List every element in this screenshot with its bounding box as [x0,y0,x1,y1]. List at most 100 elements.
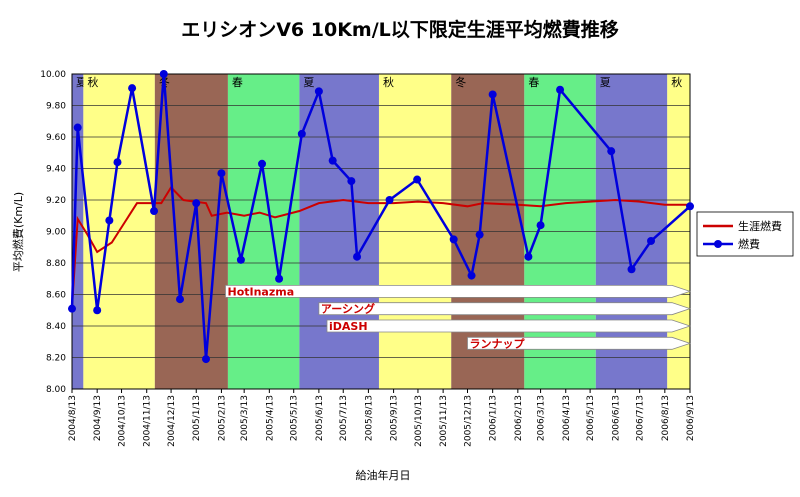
annotation-arrow [318,302,692,316]
x-tick-label: 2006/5/13 [586,395,596,441]
data-point [159,70,168,78]
y-axis-label: 平均燃費(Km/L) [11,192,25,272]
data-point [385,196,394,204]
x-tick-label: 2005/12/13 [463,395,473,447]
gridlines [71,73,691,390]
x-tick-label: 2005/7/13 [339,395,349,441]
legend-marker [714,240,722,248]
season-label: 冬 [455,75,466,89]
data-point [73,123,82,132]
x-tick-label: 2005/10/13 [414,395,424,447]
x-tick-label: 2006/7/13 [636,395,646,441]
data-point [328,156,337,165]
x-axis-label: 給油年月日 [356,468,411,482]
y-tick-label: 9.00 [46,228,66,238]
y-tick-label: 9.80 [46,102,66,112]
data-point [128,84,137,93]
data-point [275,274,284,283]
data-point [150,207,159,216]
x-tick-label: 2006/1/13 [489,395,499,441]
data-point [449,235,458,244]
x-tick-label: 2005/2/13 [217,395,227,441]
data-point [647,236,656,245]
data-point [105,216,114,225]
data-point [488,90,497,99]
season-label: 秋 [87,75,98,89]
x-tick-label: 2005/3/13 [240,395,250,441]
x-tick-label: 2005/9/13 [390,395,400,441]
season-label: 夏 [76,76,87,89]
annotation-arrows: HotInazma アーシング iDASH ランナップ [225,284,692,350]
chart-title: エリシオンV6 10Km/L以下限定生涯平均燃費推移 [181,18,619,41]
x-tick-label: 2006/3/13 [537,395,547,441]
x-tick-label: 2006/6/13 [611,395,621,441]
data-point [627,265,636,274]
x-tick-label: 2006/2/13 [514,395,524,441]
x-tick-label: 2004/12/13 [167,395,177,447]
data-point [353,252,362,261]
data-point [297,129,306,138]
y-tick-label: 8.20 [46,354,66,364]
y-tick-label: 8.40 [46,322,66,332]
data-point [93,306,102,315]
data-point [536,221,545,230]
season-label: 秋 [671,75,682,89]
data-point [686,202,694,211]
data-point [347,177,356,186]
season-label: 春 [528,76,539,89]
annotation-label: ランナップ [469,336,525,350]
series-line-1 [71,185,690,308]
data-point [524,252,533,261]
x-tick-label: 2004/11/13 [143,395,153,447]
data-point [113,158,122,167]
x-tick-label: 2006/9/13 [686,395,696,441]
legend-label: 生涯燃費 [738,219,782,233]
legend-box [696,211,794,257]
x-tick-label: 2004/8/13 [68,395,78,441]
y-tick-label: 8.80 [46,259,66,269]
season-label: 夏 [303,76,314,89]
y-tick-label: 8.60 [46,291,66,301]
x-tick-label: 2005/8/13 [364,395,374,441]
x-axis: 2004/8/13 2004/9/13 2004/10/13 2004/11/13 20… [68,389,696,447]
season-label: 秋 [383,75,394,89]
y-tick-label: 8.00 [46,385,66,395]
data-point [217,169,226,178]
y-tick-label: 9.40 [46,165,66,175]
data-point [413,175,422,184]
data-point [201,355,210,364]
series-group [68,70,694,364]
season-label: 春 [232,76,243,89]
data-point [176,295,185,304]
season-label: 夏 [600,76,611,89]
data-point [68,304,76,313]
annotation-label: iDASH [329,320,368,333]
annotation-label: HotInazma [227,285,294,298]
x-tick-label: 2005/11/13 [439,395,449,447]
y-tick-label: 10.00 [40,70,66,80]
x-tick-label: 2006/4/13 [562,395,572,441]
annotation-label: アーシング [321,302,375,316]
legend-label: 燃費 [738,237,760,251]
y-tick-label: 9.60 [46,133,66,143]
data-point [314,87,323,96]
x-tick-label: 2004/9/13 [93,395,103,441]
y-tick-label: 9.20 [46,196,66,206]
data-point [236,255,245,264]
data-point [467,271,476,280]
data-point [607,147,616,156]
data-point [475,230,484,239]
data-point [192,199,201,208]
annotation-arrow [467,336,692,350]
x-tick-label: 2005/6/13 [315,395,325,441]
annotation-arrow [326,319,692,333]
x-tick-label: 2005/5/13 [290,395,300,441]
data-point [258,159,267,168]
plot-frame [71,73,691,390]
x-tick-label: 2004/10/13 [118,395,128,447]
y-axis: 8.00 8.20 8.40 8.60 8.80 9.00 9.20 9.40 9.60 9.80… [40,70,66,395]
x-tick-label: 2005/4/13 [265,395,275,441]
data-point [556,85,565,94]
